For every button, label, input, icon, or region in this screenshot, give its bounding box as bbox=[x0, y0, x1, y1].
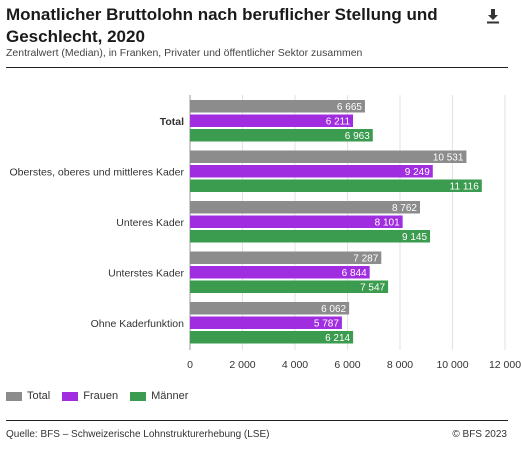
bar bbox=[190, 215, 403, 228]
data-label: 6 211 bbox=[326, 117, 351, 128]
bar bbox=[190, 129, 373, 142]
bar bbox=[190, 114, 354, 127]
legend-label-total: Total bbox=[27, 390, 51, 402]
bar bbox=[190, 165, 433, 178]
bar-chart: 0 2 000 4 000 6 000 8 000 10 000 12 000 Total 6 … bbox=[9, 95, 521, 371]
category-label: Unterstes Kader bbox=[108, 267, 184, 279]
data-label: 6 062 bbox=[321, 304, 346, 315]
data-label: 8 101 bbox=[375, 218, 400, 229]
data-label: 7 547 bbox=[360, 283, 385, 294]
x-tick-label: 12 000 bbox=[489, 359, 521, 371]
category-label: Total bbox=[160, 116, 184, 128]
data-label: 6 665 bbox=[337, 102, 362, 113]
download-button[interactable] bbox=[481, 4, 505, 28]
legend-swatch-frauen bbox=[62, 391, 79, 401]
bar bbox=[190, 302, 350, 315]
data-label: 7 287 bbox=[353, 254, 378, 265]
legend-swatch-total bbox=[6, 391, 22, 401]
x-tick-label: 0 bbox=[187, 359, 193, 371]
legend-label-frauen: Frauen bbox=[83, 390, 119, 402]
bar bbox=[190, 100, 365, 113]
x-tick-label: 10 000 bbox=[436, 359, 468, 371]
data-label: 11 116 bbox=[450, 182, 480, 193]
data-label: 9 249 bbox=[405, 167, 430, 178]
data-label: 10 531 bbox=[433, 153, 464, 164]
bar bbox=[190, 179, 482, 192]
bar bbox=[190, 150, 467, 163]
footer-divider bbox=[6, 420, 508, 421]
x-tick-label: 2 000 bbox=[229, 359, 255, 371]
legend-swatch-maenner bbox=[130, 391, 147, 401]
bar bbox=[190, 251, 382, 264]
legend-label-maenner: Männer bbox=[151, 390, 189, 402]
chart-title: Monatlicher Bruttolohn nach beruflicher … bbox=[6, 5, 438, 46]
x-tick-label: 4 000 bbox=[282, 359, 308, 371]
data-label: 9 145 bbox=[402, 232, 427, 243]
data-label: 8 762 bbox=[392, 203, 417, 214]
source-note: Quelle: BFS – Schweizerische Lohnstruktu… bbox=[6, 429, 270, 440]
header-divider bbox=[6, 67, 508, 68]
bar bbox=[190, 266, 370, 279]
legend-item-maenner[interactable]: Männer bbox=[130, 390, 188, 402]
download-icon bbox=[487, 9, 499, 24]
x-tick-label: 6 000 bbox=[334, 359, 360, 371]
bar bbox=[190, 201, 421, 214]
legend-item-total[interactable]: Total bbox=[6, 390, 50, 402]
data-label: 6 214 bbox=[325, 333, 350, 344]
bar bbox=[190, 316, 342, 329]
x-tick-label: 8 000 bbox=[387, 359, 413, 371]
bar bbox=[190, 230, 431, 243]
bar bbox=[190, 280, 389, 293]
legend-item-frauen[interactable]: Frauen bbox=[62, 390, 118, 402]
chart-subtitle: Zentralwert (Median), in Franken, Privat… bbox=[6, 47, 363, 59]
category-label: Oberstes, oberes und mittleres Kader bbox=[9, 166, 184, 178]
data-label: 6 963 bbox=[345, 131, 370, 142]
legend: Total Frauen Männer bbox=[6, 390, 188, 402]
copyright-note: © BFS 2023 bbox=[452, 429, 507, 440]
bar bbox=[190, 331, 354, 344]
category-label: Ohne Kaderfunktion bbox=[91, 318, 185, 330]
data-label: 5 787 bbox=[314, 319, 339, 330]
data-label: 6 844 bbox=[342, 268, 367, 279]
category-label: Unteres Kader bbox=[116, 217, 184, 229]
